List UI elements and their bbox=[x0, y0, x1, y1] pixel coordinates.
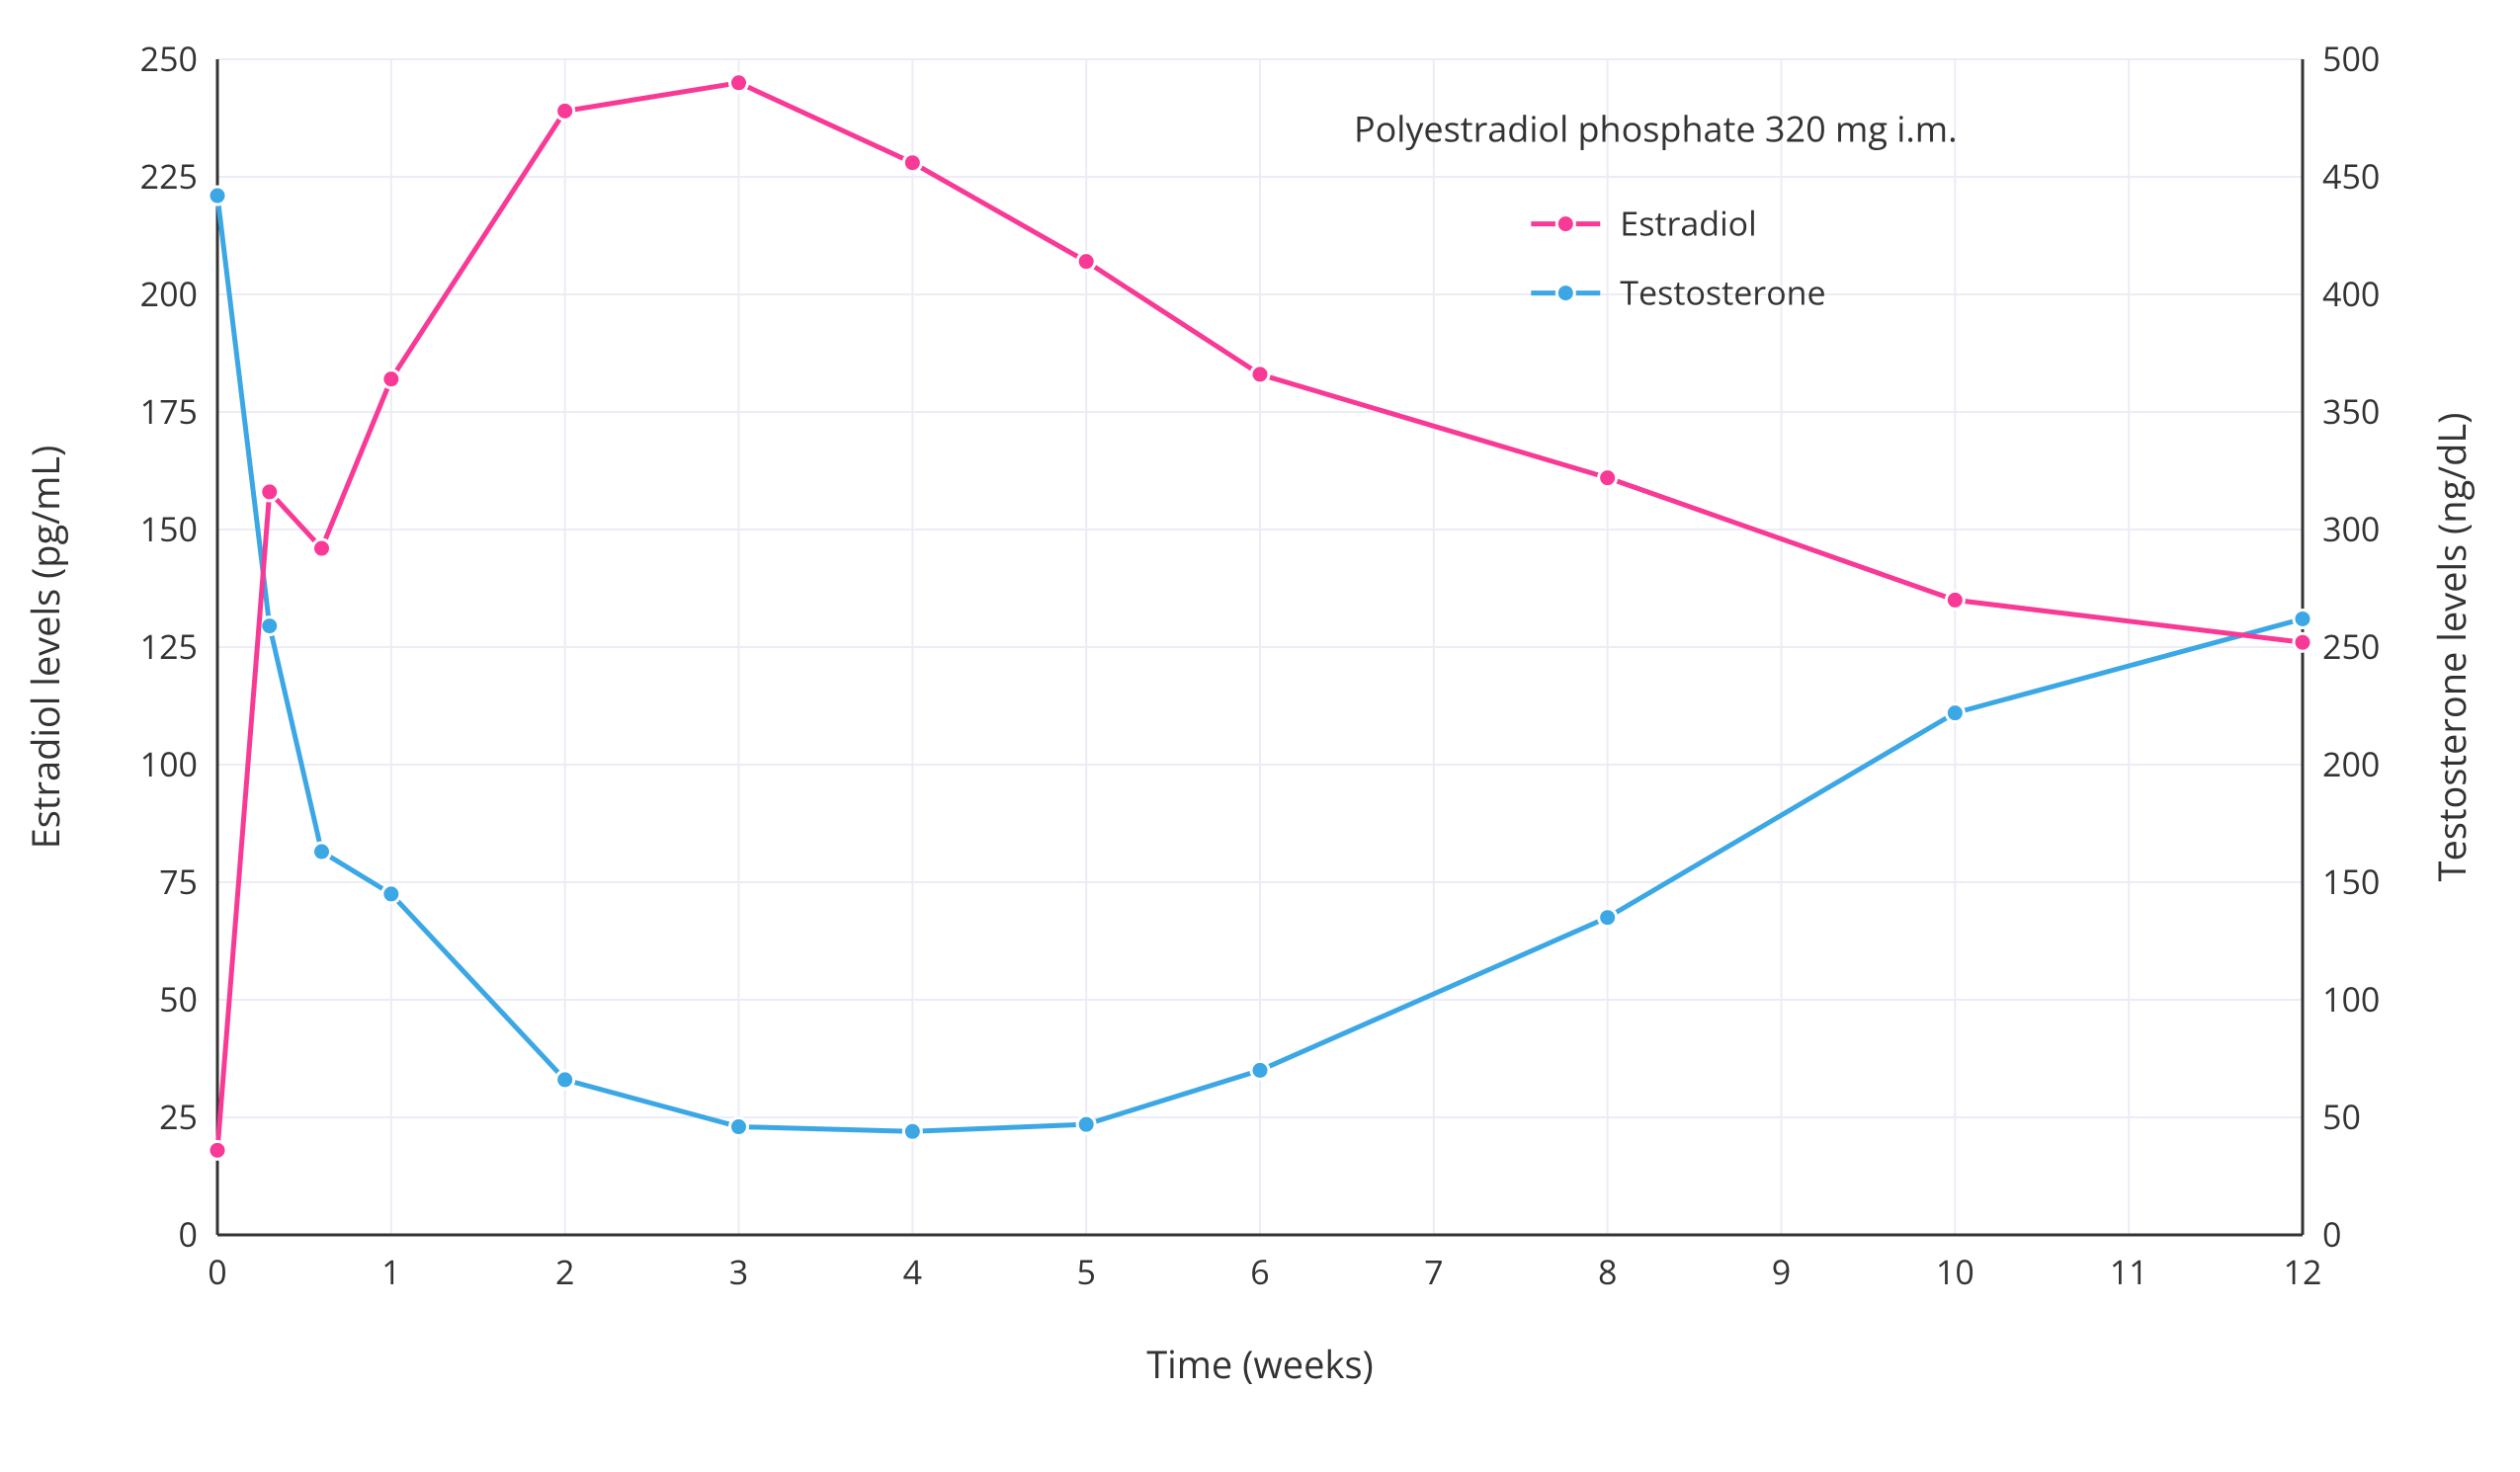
y-right-axis-label: Testosterone levels (ng/dL) bbox=[2426, 413, 2478, 882]
x-tick-label: 12 bbox=[2284, 1249, 2322, 1294]
series-point-testosterone bbox=[1251, 1061, 1269, 1079]
series-point-testosterone bbox=[209, 187, 226, 204]
y-left-tick-label: 200 bbox=[140, 271, 198, 316]
y-left-tick-label: 175 bbox=[140, 388, 198, 434]
y-left-tick-label: 0 bbox=[179, 1211, 198, 1257]
y-left-tick-label: 250 bbox=[140, 36, 198, 81]
x-tick-label: 0 bbox=[208, 1249, 226, 1294]
y-right-tick-label: 250 bbox=[2322, 623, 2380, 669]
chart-container: 0123456789101112025507510012515017520022… bbox=[0, 0, 2520, 1472]
hormone-chart: 0123456789101112025507510012515017520022… bbox=[0, 0, 2520, 1472]
x-tick-label: 8 bbox=[1598, 1249, 1617, 1294]
series-point-testosterone bbox=[313, 843, 331, 860]
series-point-testosterone bbox=[382, 885, 400, 903]
y-right-tick-label: 400 bbox=[2322, 271, 2380, 316]
series-point-testosterone bbox=[1599, 909, 1617, 927]
y-left-tick-label: 225 bbox=[140, 153, 198, 199]
series-point-estradiol bbox=[1251, 366, 1269, 383]
x-tick-label: 11 bbox=[2110, 1249, 2148, 1294]
series-point-estradiol bbox=[556, 102, 574, 120]
x-tick-label: 3 bbox=[729, 1249, 748, 1294]
x-tick-label: 7 bbox=[1424, 1249, 1443, 1294]
series-point-estradiol bbox=[2294, 633, 2311, 651]
y-left-tick-label: 150 bbox=[140, 506, 198, 551]
series-point-estradiol bbox=[903, 154, 921, 172]
x-tick-label: 9 bbox=[1772, 1249, 1791, 1294]
y-right-tick-label: 350 bbox=[2322, 388, 2380, 434]
series-point-estradiol bbox=[1077, 253, 1095, 271]
y-left-tick-label: 25 bbox=[159, 1094, 198, 1139]
y-right-tick-label: 200 bbox=[2322, 741, 2380, 786]
y-right-tick-label: 500 bbox=[2322, 36, 2380, 81]
y-right-tick-label: 150 bbox=[2322, 859, 2380, 904]
x-tick-label: 1 bbox=[381, 1249, 400, 1294]
y-right-tick-label: 50 bbox=[2322, 1094, 2361, 1139]
series-point-estradiol bbox=[1599, 469, 1617, 487]
x-tick-label: 10 bbox=[1936, 1249, 1974, 1294]
y-left-tick-label: 125 bbox=[140, 623, 198, 669]
series-point-estradiol bbox=[382, 370, 400, 388]
y-right-tick-label: 100 bbox=[2322, 976, 2380, 1022]
y-left-tick-label: 50 bbox=[159, 976, 198, 1022]
legend-label: Testosterone bbox=[1620, 270, 1825, 315]
series-point-testosterone bbox=[2294, 610, 2311, 627]
x-tick-label: 6 bbox=[1250, 1249, 1269, 1294]
series-point-testosterone bbox=[556, 1071, 574, 1089]
series-point-estradiol bbox=[1946, 591, 1964, 609]
y-left-axis-label: Estradiol levels (pg/mL) bbox=[20, 446, 71, 850]
series-point-testosterone bbox=[730, 1118, 748, 1136]
y-left-tick-label: 75 bbox=[159, 859, 198, 904]
x-axis-label: Time (weeks) bbox=[1146, 1339, 1374, 1390]
x-tick-label: 5 bbox=[1076, 1249, 1095, 1294]
series-point-testosterone bbox=[261, 617, 279, 635]
chart-title: Polyestradiol phosphate 320 mg i.m. bbox=[1354, 104, 1958, 152]
y-right-tick-label: 0 bbox=[2322, 1211, 2341, 1257]
series-point-estradiol bbox=[209, 1141, 226, 1159]
legend-label: Estradiol bbox=[1620, 201, 1756, 246]
x-tick-label: 4 bbox=[903, 1249, 922, 1294]
series-point-testosterone bbox=[903, 1122, 921, 1140]
y-right-tick-label: 300 bbox=[2322, 506, 2380, 551]
series-point-estradiol bbox=[313, 539, 331, 557]
y-right-tick-label: 450 bbox=[2322, 153, 2380, 199]
series-point-testosterone bbox=[1946, 704, 1964, 722]
series-point-estradiol bbox=[730, 74, 748, 92]
y-left-tick-label: 100 bbox=[140, 741, 198, 786]
x-tick-label: 2 bbox=[555, 1249, 574, 1294]
series-point-testosterone bbox=[1077, 1115, 1095, 1133]
series-point-estradiol bbox=[261, 483, 279, 501]
